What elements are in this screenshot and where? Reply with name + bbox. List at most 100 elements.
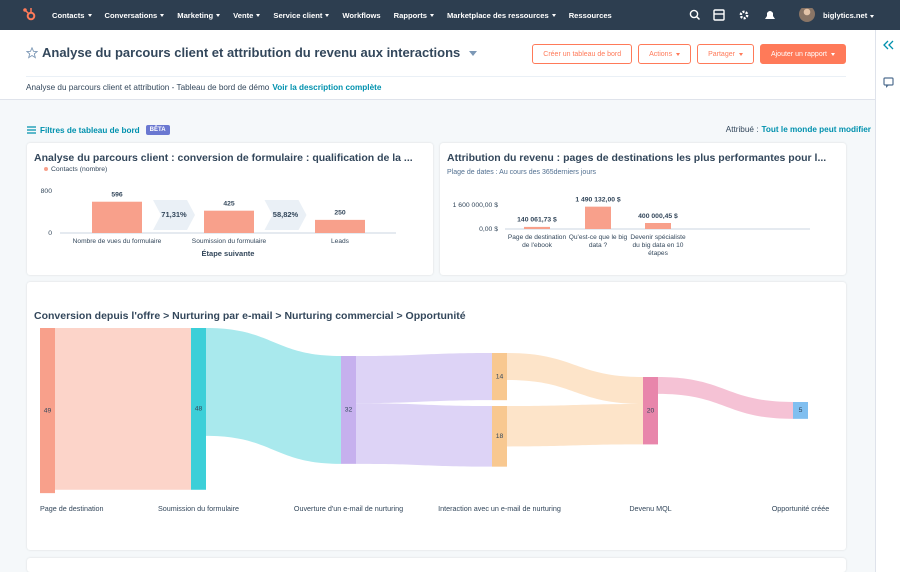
description-link[interactable]: Voir la description complète [272,83,382,92]
header-buttons: Créer un tableau de bord Actions Partager A… [532,44,846,64]
header-button[interactable]: Créer un tableau de bord [532,44,633,64]
bar [92,201,142,233]
legend-label: Contacts (nombre) [51,166,107,173]
node [492,353,507,401]
bar [315,219,365,233]
stage-label: Devenu MQL [629,504,671,513]
y-tick-label: 0 [48,230,52,237]
header-button[interactable]: Ajouter un rapport [759,44,846,64]
nav-item[interactable]: Marketing [177,11,220,20]
report-card [440,143,846,275]
logo[interactable] [22,7,38,23]
side-panel [875,30,900,572]
x-tick-label: Soumission du formulaire [191,238,267,245]
node-label: 48 [195,406,203,413]
beta-badge: BÊTA [145,125,170,135]
chart-title: Analyse du parcours client : conversion … [34,152,413,164]
stage-label: Ouverture d'un e-mail de nurturing [294,504,403,513]
stage-label: Page de destination [40,504,104,513]
x-tick-label: Leads [331,238,349,245]
attribution: Attribué : Tout le monde peut modifier [726,125,871,134]
flow [356,403,492,467]
node [643,377,658,445]
flow [356,353,492,404]
node-label: 49 [44,407,52,414]
dashboard-title[interactable]: Analyse du parcours client et attributio… [42,45,477,60]
nav-items: Contacts Conversations Marketing Vente Servi… [52,0,612,30]
title-text: Analyse du parcours client et attributio… [42,45,461,60]
x-tick-label: Qu'est-ce que le big data ? [568,234,628,249]
top-nav: Contacts Conversations Marketing Vente Servi… [0,0,900,30]
filters-label[interactable]: Filtres de tableau de bord [40,125,140,135]
x-tick-label: Devenir spécialiste du big data en 10 ét… [630,234,686,257]
value-label: 1 490 132,00 $ [575,196,621,203]
bar [524,226,550,229]
node [191,328,206,490]
node [793,402,808,419]
x-axis-label: Étape suivante [202,249,255,258]
flow [206,328,341,464]
y-tick-label: 800 [41,188,53,195]
header: Analyse du parcours client et attributio… [0,30,875,100]
x-tick-label: Nombre de vues du formulaire [72,238,162,245]
node-label: 32 [345,407,353,414]
bar [645,223,671,229]
description: Analyse du parcours client et attributio… [26,83,381,92]
y-tick-label: 0,00 $ [479,226,498,233]
value-label: 140 061,73 $ [517,217,557,224]
bar [204,210,254,233]
value-label: 250 [334,210,346,217]
description-text: Analyse du parcours client et attributio… [26,83,270,92]
node-label: 14 [496,373,504,380]
chart-subtitle: Plage de dates : Au cours des 365dernier… [447,169,597,176]
filter-icon [27,126,36,134]
favorite-star[interactable] [26,47,38,59]
y-tick-label: 1 600 000,00 $ [453,202,499,209]
attribution-label: Attribué : [725,125,759,134]
conversion-arrow [264,200,307,230]
value-label: 400 000,45 $ [638,213,678,220]
bar [585,206,611,229]
header-button[interactable]: Partager [697,44,754,64]
flow [658,377,793,419]
title-caret[interactable] [468,51,477,57]
divider [26,76,846,77]
node-label: 5 [799,407,803,414]
stage-label: Opportunité créée [772,504,830,513]
nav-item[interactable]: Rapports [394,11,434,20]
nav-item[interactable]: Marketplace des ressources [447,11,556,20]
conversion-rate: 71,31% [161,210,187,219]
nav-item[interactable]: Contacts [52,11,92,20]
node [492,406,507,467]
account-menu[interactable]: biglytics.net [823,11,874,20]
nav-item[interactable]: Ressources [568,10,612,20]
report-card [27,558,846,572]
node-label: 20 [647,407,655,414]
value-label: 596 [111,192,123,199]
attribution-value[interactable]: Tout le monde peut modifier [761,125,871,134]
nav-item[interactable]: Conversations [105,11,165,20]
conversion-rate: 58,82% [273,210,299,219]
nav-icons[interactable] [688,8,878,24]
filters[interactable]: Filtres de tableau de bord BÊTA [27,123,170,137]
node-label: 18 [496,433,504,440]
chart-title: Conversion depuis l'offre > Nurturing pa… [34,310,466,322]
stage-label: Soumission du formulaire [158,504,239,513]
flow [507,403,643,447]
nav-item[interactable]: Workflows [342,10,381,20]
nav-item[interactable]: Service client [273,11,329,20]
side-icons[interactable] [882,40,896,110]
legend-swatch [44,167,48,171]
value-label: 425 [223,200,235,207]
nav-item[interactable]: Vente [233,11,260,20]
node [341,356,356,464]
x-tick-label: Page de destination de l'ebook [507,234,567,249]
chart-title: Attribution du revenu : pages de destina… [447,152,826,164]
conversion-arrow [153,200,195,230]
stage-label: Interaction avec un e-mail de nurturing [438,504,561,513]
flow [55,328,191,490]
header-button[interactable]: Actions [638,44,692,64]
